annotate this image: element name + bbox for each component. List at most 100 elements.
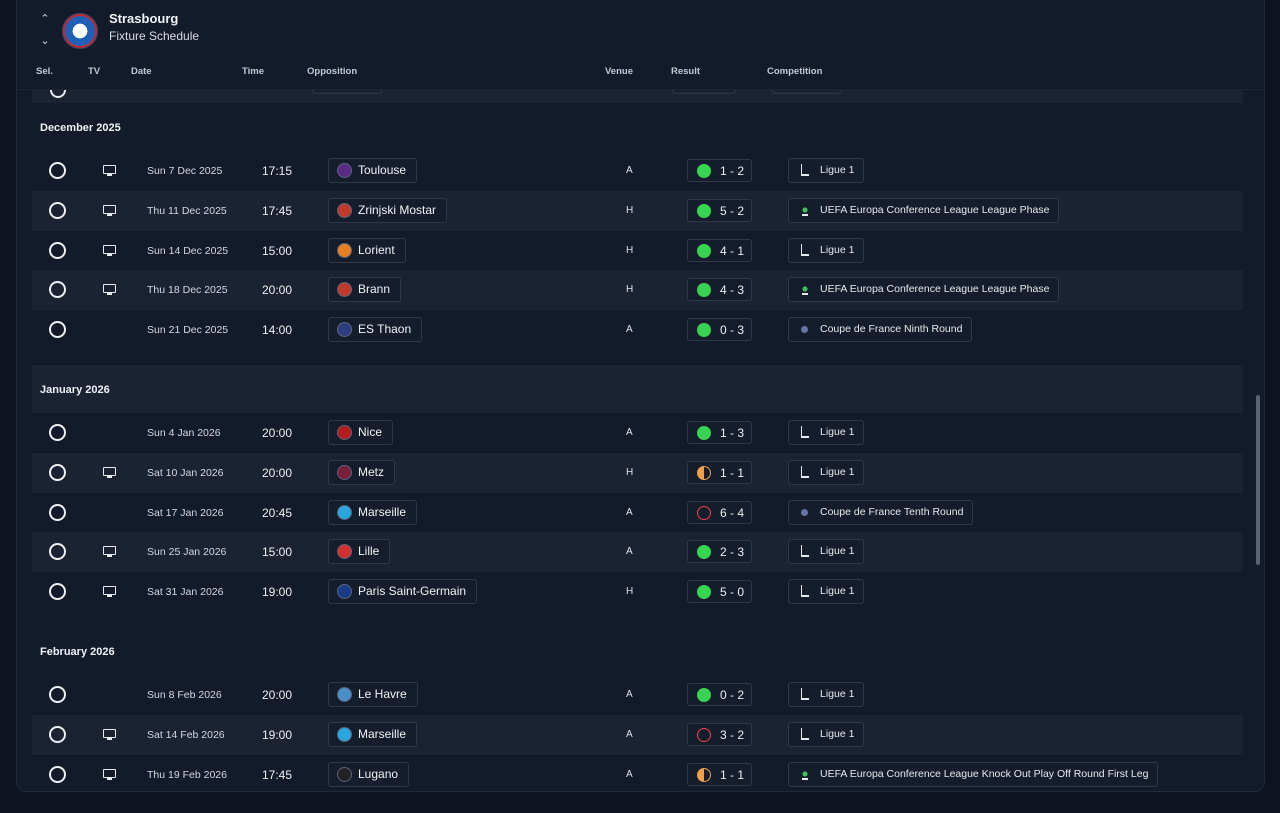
opponent-chip[interactable]: Brann bbox=[328, 277, 402, 303]
competition-name: Ligue 1 bbox=[820, 465, 855, 478]
club-crest-icon bbox=[337, 282, 352, 298]
select-radio[interactable] bbox=[49, 423, 66, 441]
result-score: 0 - 2 bbox=[720, 687, 745, 702]
column-header-sel[interactable]: Sel. bbox=[36, 66, 53, 77]
opponent-chip[interactable]: Toulouse bbox=[328, 158, 418, 183]
competition-name: UEFA Europa Conference League League Pha… bbox=[820, 203, 1050, 216]
competition-name: Ligue 1 bbox=[820, 164, 855, 176]
opponent-chip[interactable]: Lugano bbox=[328, 761, 410, 787]
select-radio[interactable] bbox=[49, 503, 66, 521]
partial-row bbox=[32, 82, 1243, 103]
opponent-name: Lille bbox=[358, 544, 380, 559]
table-row[interactable]: Sun 21 Dec 2025 14:00 ES Thaon A 0 - 3 Coupe … bbox=[32, 310, 1243, 350]
fixture-venue: A bbox=[626, 728, 633, 740]
column-header-date[interactable]: Date bbox=[131, 66, 152, 77]
result-chip[interactable]: 0 - 2 bbox=[687, 682, 752, 706]
competition-chip[interactable]: Ligue 1 bbox=[788, 579, 865, 605]
result-chip[interactable]: 6 - 4 bbox=[687, 500, 752, 524]
competition-name: UEFA Europa Conference League Knock Out … bbox=[820, 767, 1149, 780]
select-radio[interactable] bbox=[49, 765, 66, 783]
table-row[interactable]: Thu 19 Feb 2026 17:45 Lugano A 1 - 1 UEFA Eur… bbox=[32, 755, 1243, 791]
competition-chip[interactable]: Coupe de France Tenth Round bbox=[788, 499, 974, 525]
table-row[interactable]: Sat 14 Feb 2026 19:00 Marseille A 3 - 2 Ligue… bbox=[32, 714, 1243, 755]
select-radio[interactable] bbox=[49, 725, 66, 743]
column-header-tv[interactable]: TV bbox=[88, 66, 101, 77]
table-row[interactable]: Sat 17 Jan 2026 20:45 Marseille A 6 - 4 Coupe… bbox=[32, 493, 1243, 533]
column-header-opposition[interactable]: Opposition bbox=[307, 66, 358, 77]
opponent-chip[interactable]: Lille bbox=[328, 539, 391, 565]
opponent-chip[interactable]: Nice bbox=[328, 419, 394, 445]
scrollbar[interactable] bbox=[1256, 395, 1260, 565]
opponent-chip[interactable]: Metz bbox=[328, 459, 396, 485]
competition-chip[interactable]: UEFA Europa Conference League League Pha… bbox=[788, 277, 1060, 303]
table-row[interactable]: Sun 8 Feb 2026 20:00 Le Havre A 0 - 2 Ligue 1 bbox=[32, 675, 1243, 715]
result-chip[interactable]: 2 - 3 bbox=[687, 540, 752, 564]
fixture-time: 17:15 bbox=[262, 164, 293, 178]
opponent-chip[interactable]: ES Thaon bbox=[328, 317, 423, 343]
table-row[interactable]: Sun 4 Jan 2026 20:00 Nice A 1 - 3 Ligue 1 bbox=[32, 413, 1243, 453]
table-row[interactable]: Sun 7 Dec 2025 17:15 Toulouse A 1 - 2 Ligue 1 bbox=[32, 151, 1243, 191]
column-header-result[interactable]: Result bbox=[671, 66, 701, 77]
result-score: 6 - 4 bbox=[720, 505, 745, 520]
competition-chip[interactable]: Ligue 1 bbox=[788, 539, 865, 565]
result-score: 1 - 1 bbox=[720, 767, 745, 782]
select-radio[interactable] bbox=[49, 685, 66, 703]
competition-chip[interactable]: Ligue 1 bbox=[788, 237, 865, 263]
competition-name: Ligue 1 bbox=[820, 545, 855, 558]
result-chip[interactable]: 4 - 3 bbox=[687, 278, 752, 302]
month-label: February 2026 bbox=[40, 645, 115, 658]
table-row[interactable]: Thu 11 Dec 2025 17:45 Zrinjski Mostar H 5 - … bbox=[32, 190, 1243, 231]
select-radio[interactable] bbox=[49, 463, 66, 481]
fixture-panel: December 2025 Sun 7 Dec 2025 17:15 Toulouse… bbox=[16, 0, 1265, 792]
month-label: December 2025 bbox=[40, 122, 121, 134]
competition-chip[interactable]: Ligue 1 bbox=[788, 721, 865, 747]
result-chip[interactable]: 0 - 3 bbox=[687, 318, 752, 342]
result-chip[interactable]: 3 - 2 bbox=[687, 722, 752, 746]
select-radio[interactable] bbox=[49, 201, 66, 219]
competition-chip[interactable]: Ligue 1 bbox=[788, 158, 865, 183]
opponent-chip[interactable]: Marseille bbox=[328, 499, 418, 525]
table-row[interactable]: Sat 31 Jan 2026 19:00 Paris Saint-Germain H… bbox=[32, 572, 1243, 612]
table-row[interactable]: Sun 14 Dec 2025 15:00 Lorient H 4 - 1 Ligue 1 bbox=[32, 231, 1243, 271]
table-row[interactable]: Sat 10 Jan 2026 20:00 Metz H 1 - 1 Ligue 1 bbox=[32, 452, 1243, 493]
result-score: 3 - 2 bbox=[720, 727, 745, 742]
select-radio[interactable] bbox=[49, 281, 66, 299]
fixture-scroll-area[interactable]: December 2025 Sun 7 Dec 2025 17:15 Toulouse… bbox=[17, 0, 1264, 791]
result-chip[interactable]: 5 - 0 bbox=[687, 580, 752, 604]
select-radio[interactable] bbox=[49, 543, 66, 561]
result-chip[interactable]: 5 - 2 bbox=[687, 198, 752, 222]
select-radio[interactable] bbox=[49, 241, 66, 259]
competition-chip[interactable]: Ligue 1 bbox=[788, 681, 865, 707]
column-header-time[interactable]: Time bbox=[242, 66, 265, 77]
opponent-chip[interactable]: Le Havre bbox=[328, 681, 418, 707]
chevron-down-icon[interactable]: ⌄ bbox=[40, 35, 50, 47]
table-row[interactable]: Thu 18 Dec 2025 20:00 Brann H 4 - 3 UEFA Euro… bbox=[32, 270, 1243, 311]
competition-name: Coupe de France Tenth Round bbox=[820, 505, 964, 518]
competition-chip[interactable]: UEFA Europa Conference League League Pha… bbox=[788, 197, 1060, 223]
competition-chip[interactable]: Ligue 1 bbox=[788, 419, 865, 445]
result-chip[interactable]: 1 - 1 bbox=[687, 460, 752, 484]
competition-chip[interactable]: UEFA Europa Conference League Knock Out … bbox=[788, 761, 1159, 787]
club-crest-icon bbox=[337, 686, 352, 702]
column-header-competition[interactable]: Competition bbox=[767, 66, 823, 77]
competition-chip[interactable]: Coupe de France Ninth Round bbox=[788, 317, 973, 343]
select-radio[interactable] bbox=[49, 162, 66, 179]
result-chip[interactable]: 1 - 1 bbox=[687, 762, 752, 786]
opponent-chip[interactable]: Lorient bbox=[328, 237, 406, 263]
fixture-time: 17:45 bbox=[262, 767, 293, 782]
result-win-icon bbox=[697, 425, 711, 440]
result-chip[interactable]: 4 - 1 bbox=[687, 238, 752, 262]
result-chip[interactable]: 1 - 3 bbox=[687, 420, 752, 444]
opponent-chip[interactable]: Marseille bbox=[328, 721, 418, 747]
fixture-date: Thu 19 Feb 2026 bbox=[147, 768, 227, 781]
chevron-up-icon[interactable]: ⌃ bbox=[40, 13, 50, 25]
opponent-chip[interactable]: Paris Saint-Germain bbox=[328, 579, 478, 605]
result-chip[interactable]: 1 - 2 bbox=[687, 159, 752, 182]
opponent-chip[interactable]: Zrinjski Mostar bbox=[328, 197, 448, 223]
fixture-date: Sun 14 Dec 2025 bbox=[147, 244, 229, 257]
select-radio[interactable] bbox=[49, 583, 66, 601]
competition-chip[interactable]: Ligue 1 bbox=[788, 459, 865, 485]
column-header-venue[interactable]: Venue bbox=[605, 66, 633, 77]
select-radio[interactable] bbox=[49, 321, 66, 339]
table-row[interactable]: Sun 25 Jan 2026 15:00 Lille A 2 - 3 Ligue 1 bbox=[32, 532, 1243, 573]
